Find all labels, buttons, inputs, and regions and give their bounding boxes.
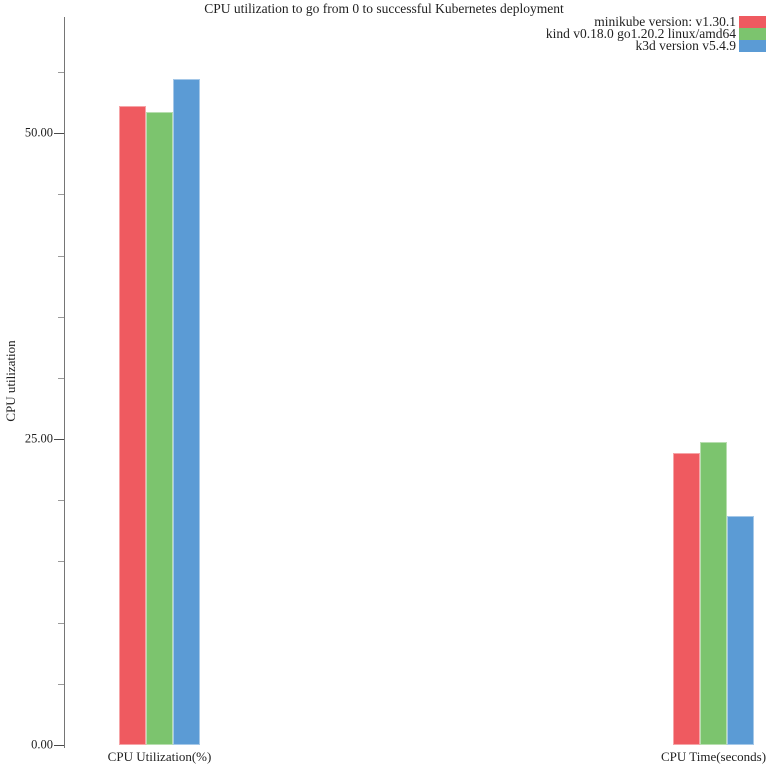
legend-item-minikube: minikube version: v1.30.1 — [546, 14, 766, 29]
legend-item-kind: kind v0.18.0 go1.20.2 linux/amd64 — [545, 26, 766, 41]
bar-cpu-time-seconds-kind — [700, 441, 727, 745]
y-tick-major — [54, 439, 64, 440]
category-label-cpu-time-seconds: CPU Time(seconds) — [660, 749, 767, 764]
bar-cpu-utilization-k3d — [173, 79, 200, 745]
y-tick-label: 0.00 — [31, 737, 53, 752]
legend-swatch-minikube — [739, 16, 766, 28]
legend: minikube version: v1.30.1 kind v0.18.0 g… — [545, 14, 766, 53]
bar-cpu-utilization-minikube — [119, 106, 146, 745]
y-tick-major — [54, 745, 64, 746]
legend-item-k3d: k3d version v5.4.9 — [546, 38, 766, 53]
y-tick-minor — [58, 623, 64, 624]
legend-label-kind: kind v0.18.0 go1.20.2 linux/amd64 — [545, 26, 736, 41]
legend-label-minikube: minikube version: v1.30.1 — [594, 14, 736, 29]
bar-cpu-time-seconds-minikube — [673, 452, 700, 745]
legend-swatch-k3d — [739, 40, 766, 52]
y-tick-minor — [58, 561, 64, 562]
y-tick-minor — [58, 317, 64, 318]
y-tick-major — [54, 133, 64, 134]
bar-cpu-utilization-kind — [146, 112, 173, 745]
bar-cpu-time-seconds-k3d — [727, 516, 754, 745]
y-tick-minor — [58, 500, 64, 501]
y-tick-minor — [58, 256, 64, 257]
y-axis-line — [64, 17, 65, 748]
y-tick-minor — [58, 194, 64, 195]
category-label-cpu-utilization: CPU Utilization(%) — [107, 749, 212, 764]
y-tick-minor — [58, 684, 64, 685]
y-tick-label: 50.00 — [24, 125, 53, 140]
legend-label-k3d: k3d version v5.4.9 — [635, 38, 737, 53]
y-tick-minor — [58, 378, 64, 379]
chart-title: CPU utilization to go from 0 to successf… — [204, 1, 564, 16]
legend-swatch-kind — [739, 28, 766, 40]
y-tick-label: 25.00 — [24, 431, 53, 446]
y-axis-label: CPU utilization — [3, 340, 18, 422]
y-tick-minor — [58, 72, 64, 73]
